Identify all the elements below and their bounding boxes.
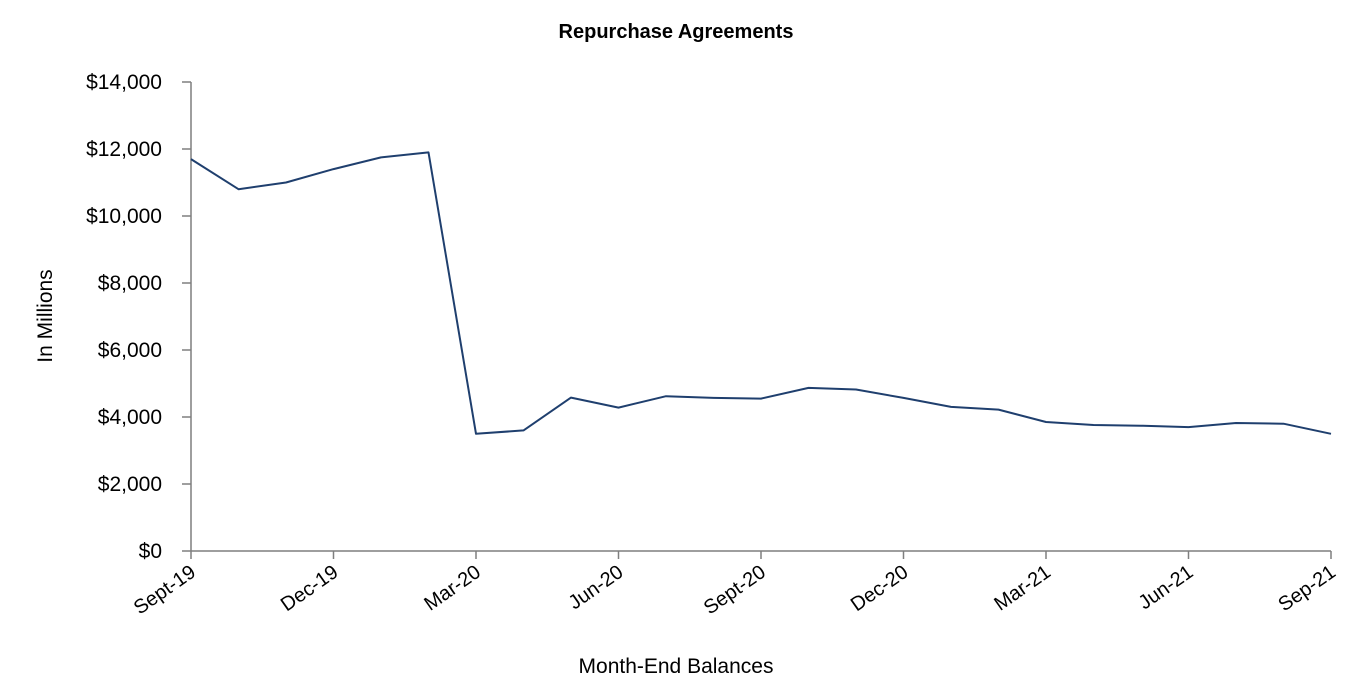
chart-title: Repurchase Agreements [559, 21, 794, 43]
x-tick-label: Dec-20 [847, 561, 912, 616]
series-group [190, 151, 1332, 435]
y-tick-label: $0 [139, 540, 162, 563]
y-tick-label: $14,000 [86, 71, 162, 94]
x-tick-label: Sep-21 [1274, 561, 1339, 616]
y-axis: $0 $2,000 $4,000 $6,000 $8,000 $10,000 $12,000… [86, 71, 192, 563]
y-tick-label: $2,000 [98, 473, 162, 496]
x-axis: Sept-19 Dec-19 Mar-20 Jun-20 Sept-20 Dec-20 Ma… [130, 550, 1340, 619]
x-tick-label: Mar-20 [420, 561, 485, 615]
y-tick-label: $6,000 [98, 339, 162, 362]
y-tick-label: $12,000 [86, 138, 162, 161]
y-tick-label: $4,000 [98, 406, 162, 429]
x-tick-label: Dec-19 [277, 561, 342, 616]
y-axis-label: In Millions [34, 269, 57, 362]
series-line-0 [190, 151, 1332, 435]
x-tick-label: Sept-19 [130, 561, 200, 619]
x-tick-label: Mar-21 [990, 561, 1055, 615]
x-tick-label: Jun-21 [1135, 561, 1198, 614]
x-tick-label: Sept-20 [700, 561, 770, 619]
y-tick-label: $10,000 [86, 205, 162, 228]
x-axis-label: Month-End Balances [579, 655, 774, 678]
x-tick-label: Jun-20 [565, 561, 628, 614]
y-tick-label: $8,000 [98, 272, 162, 295]
